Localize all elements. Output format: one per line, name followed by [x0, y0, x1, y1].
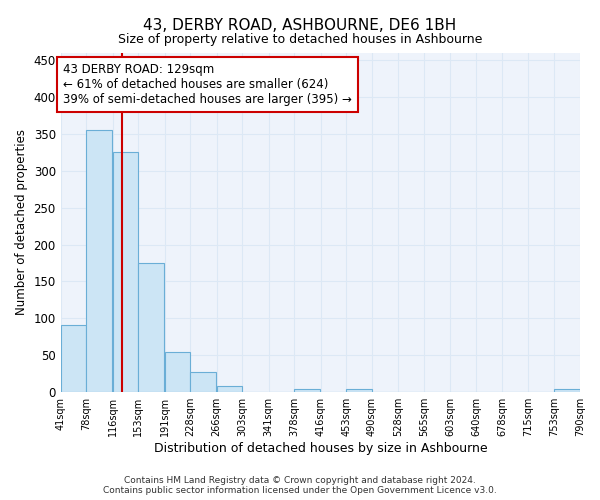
Bar [346, 388, 372, 392]
Text: Size of property relative to detached houses in Ashbourne: Size of property relative to detached ho… [118, 32, 482, 46]
Bar [554, 388, 580, 392]
Text: Contains HM Land Registry data © Crown copyright and database right 2024.
Contai: Contains HM Land Registry data © Crown c… [103, 476, 497, 495]
Bar [190, 372, 216, 392]
Bar [113, 152, 139, 392]
Bar [164, 352, 190, 392]
Bar [86, 130, 112, 392]
Text: 43, DERBY ROAD, ASHBOURNE, DE6 1BH: 43, DERBY ROAD, ASHBOURNE, DE6 1BH [143, 18, 457, 32]
Bar [295, 388, 320, 392]
Bar [217, 386, 242, 392]
Bar [61, 325, 86, 392]
Y-axis label: Number of detached properties: Number of detached properties [15, 130, 28, 316]
X-axis label: Distribution of detached houses by size in Ashbourne: Distribution of detached houses by size … [154, 442, 487, 455]
Text: 43 DERBY ROAD: 129sqm
← 61% of detached houses are smaller (624)
39% of semi-det: 43 DERBY ROAD: 129sqm ← 61% of detached … [63, 62, 352, 106]
Bar [139, 263, 164, 392]
